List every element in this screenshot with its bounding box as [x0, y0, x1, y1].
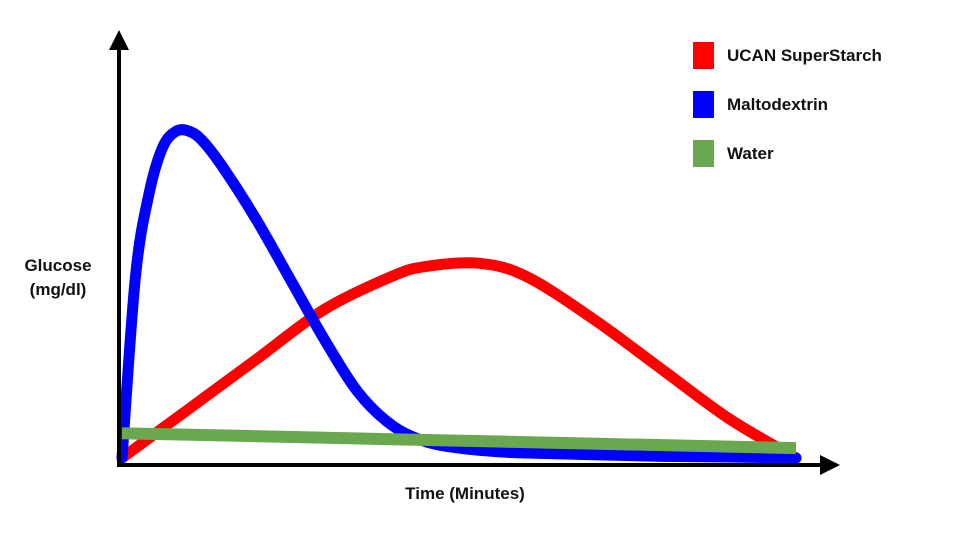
legend-label-ucan: UCAN SuperStarch [727, 45, 882, 65]
maltodextrin-line [116, 124, 802, 464]
ucan-superstarch-line [116, 257, 802, 464]
legend-swatch-water [693, 140, 714, 167]
y-axis-label-line2: (mg/dl) [29, 280, 87, 299]
legend-label-water: Water [727, 143, 774, 163]
series-layer [116, 124, 802, 464]
legend-label-maltodextrin: Maltodextrin [727, 94, 829, 114]
legend: UCAN SuperStarch Maltodextrin Water [693, 42, 882, 189]
legend-swatch-ucan [693, 42, 714, 69]
legend-item-ucan: UCAN SuperStarch [693, 42, 882, 69]
legend-item-maltodextrin: Maltodextrin [693, 91, 882, 118]
water-line [121, 427, 797, 455]
x-axis-label: Time (Minutes) [405, 484, 525, 503]
legend-swatch-maltodextrin [693, 91, 714, 118]
y-axis-label-line1: Glucose [24, 256, 92, 275]
legend-item-water: Water [693, 140, 882, 167]
y-axis-label: Glucose (mg/dl) [8, 254, 108, 302]
